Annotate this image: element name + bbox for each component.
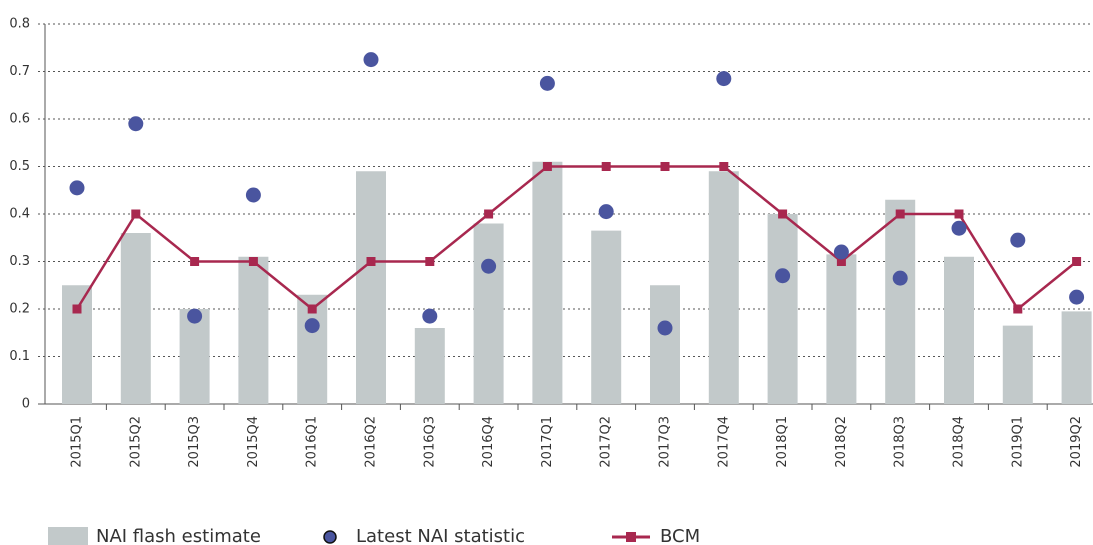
x-tick-label: 2015Q1 xyxy=(70,416,85,468)
line-marker xyxy=(542,162,552,171)
line-marker xyxy=(1013,304,1023,314)
dot xyxy=(539,75,555,91)
x-tick-label: 2017Q1 xyxy=(540,416,555,468)
x-tick-label: 2018Q3 xyxy=(893,416,908,468)
x-tick-label: 2016Q2 xyxy=(364,416,379,468)
bar xyxy=(356,171,386,404)
x-tick-label: 2017Q3 xyxy=(658,416,673,468)
dot xyxy=(892,270,908,286)
line-marker xyxy=(954,209,964,219)
x-tick-label: 2015Q4 xyxy=(246,416,261,468)
dot xyxy=(951,220,967,236)
x-tick-label: 2019Q1 xyxy=(1010,416,1025,468)
x-tick-label: 2017Q2 xyxy=(599,416,614,468)
y-tick-label: 0.7 xyxy=(9,64,30,79)
x-tick-label: 2019Q2 xyxy=(1069,416,1084,468)
dot xyxy=(69,180,85,196)
legend-label: BCM xyxy=(660,526,700,545)
bar xyxy=(591,230,622,404)
bar xyxy=(414,328,445,404)
dot xyxy=(481,258,497,274)
x-tick-label: 2018Q2 xyxy=(834,416,849,468)
bar xyxy=(944,256,974,404)
bar xyxy=(473,223,504,404)
line-marker xyxy=(131,209,141,219)
dot xyxy=(128,116,144,132)
bar xyxy=(62,285,92,404)
line-marker xyxy=(836,257,846,266)
dot xyxy=(775,268,791,284)
bar xyxy=(179,309,210,404)
line-marker xyxy=(484,209,494,219)
line-marker xyxy=(719,162,729,171)
bar xyxy=(532,161,563,404)
line-marker xyxy=(72,304,82,314)
y-tick-label: 0.2 xyxy=(9,302,30,317)
bar xyxy=(650,285,680,404)
x-tick-label: 2018Q1 xyxy=(775,416,790,468)
line xyxy=(75,165,1078,311)
y-tick-label: 0.8 xyxy=(9,17,30,32)
bar xyxy=(238,256,269,404)
x-tick-label: 2016Q1 xyxy=(305,416,320,468)
x-tick-label: 2017Q4 xyxy=(716,416,731,468)
legend-swatch xyxy=(626,532,636,542)
legend-swatch xyxy=(323,530,337,544)
y-tick-label: 0.5 xyxy=(9,159,30,174)
y-tick-label: 0.3 xyxy=(9,254,30,269)
x-tick-label: 2015Q3 xyxy=(187,416,202,468)
line-marker xyxy=(366,257,376,266)
x-tick-label: 2016Q4 xyxy=(481,416,496,468)
x-tick-label: 2016Q3 xyxy=(422,416,437,468)
line-marker xyxy=(660,162,670,171)
bar xyxy=(885,199,916,404)
bar xyxy=(708,171,739,404)
legend-label: NAI flash estimate xyxy=(96,526,261,545)
dot xyxy=(363,52,379,68)
x-tick-label: 2018Q4 xyxy=(952,416,967,468)
dot xyxy=(304,318,320,334)
line-marker xyxy=(1072,257,1082,266)
dot xyxy=(833,244,849,260)
line-marker xyxy=(307,304,317,314)
legend-label: Latest NAI statistic xyxy=(356,526,525,545)
x-tick-label: 2015Q2 xyxy=(128,416,143,468)
line-marker xyxy=(895,209,905,219)
dot xyxy=(657,320,673,336)
y-tick-label: 0 xyxy=(22,397,30,412)
dot xyxy=(422,308,438,324)
dot xyxy=(245,187,261,203)
line-marker xyxy=(601,162,611,171)
legend-swatch xyxy=(48,527,88,545)
y-tick-label: 0.1 xyxy=(9,349,30,364)
y-tick-label: 0.4 xyxy=(9,207,30,222)
dot xyxy=(1069,289,1085,305)
bar xyxy=(1002,325,1033,404)
dot xyxy=(598,204,614,220)
dot xyxy=(1010,232,1026,248)
y-tick-label: 0.6 xyxy=(9,112,30,127)
line-marker xyxy=(778,209,788,219)
line-marker xyxy=(425,257,435,266)
line-marker xyxy=(190,257,200,266)
bar xyxy=(1061,311,1092,404)
dot xyxy=(716,71,732,87)
bar xyxy=(120,233,151,404)
line-marker xyxy=(248,257,258,266)
bar xyxy=(826,254,857,404)
bar xyxy=(767,214,798,404)
dot xyxy=(187,308,203,324)
